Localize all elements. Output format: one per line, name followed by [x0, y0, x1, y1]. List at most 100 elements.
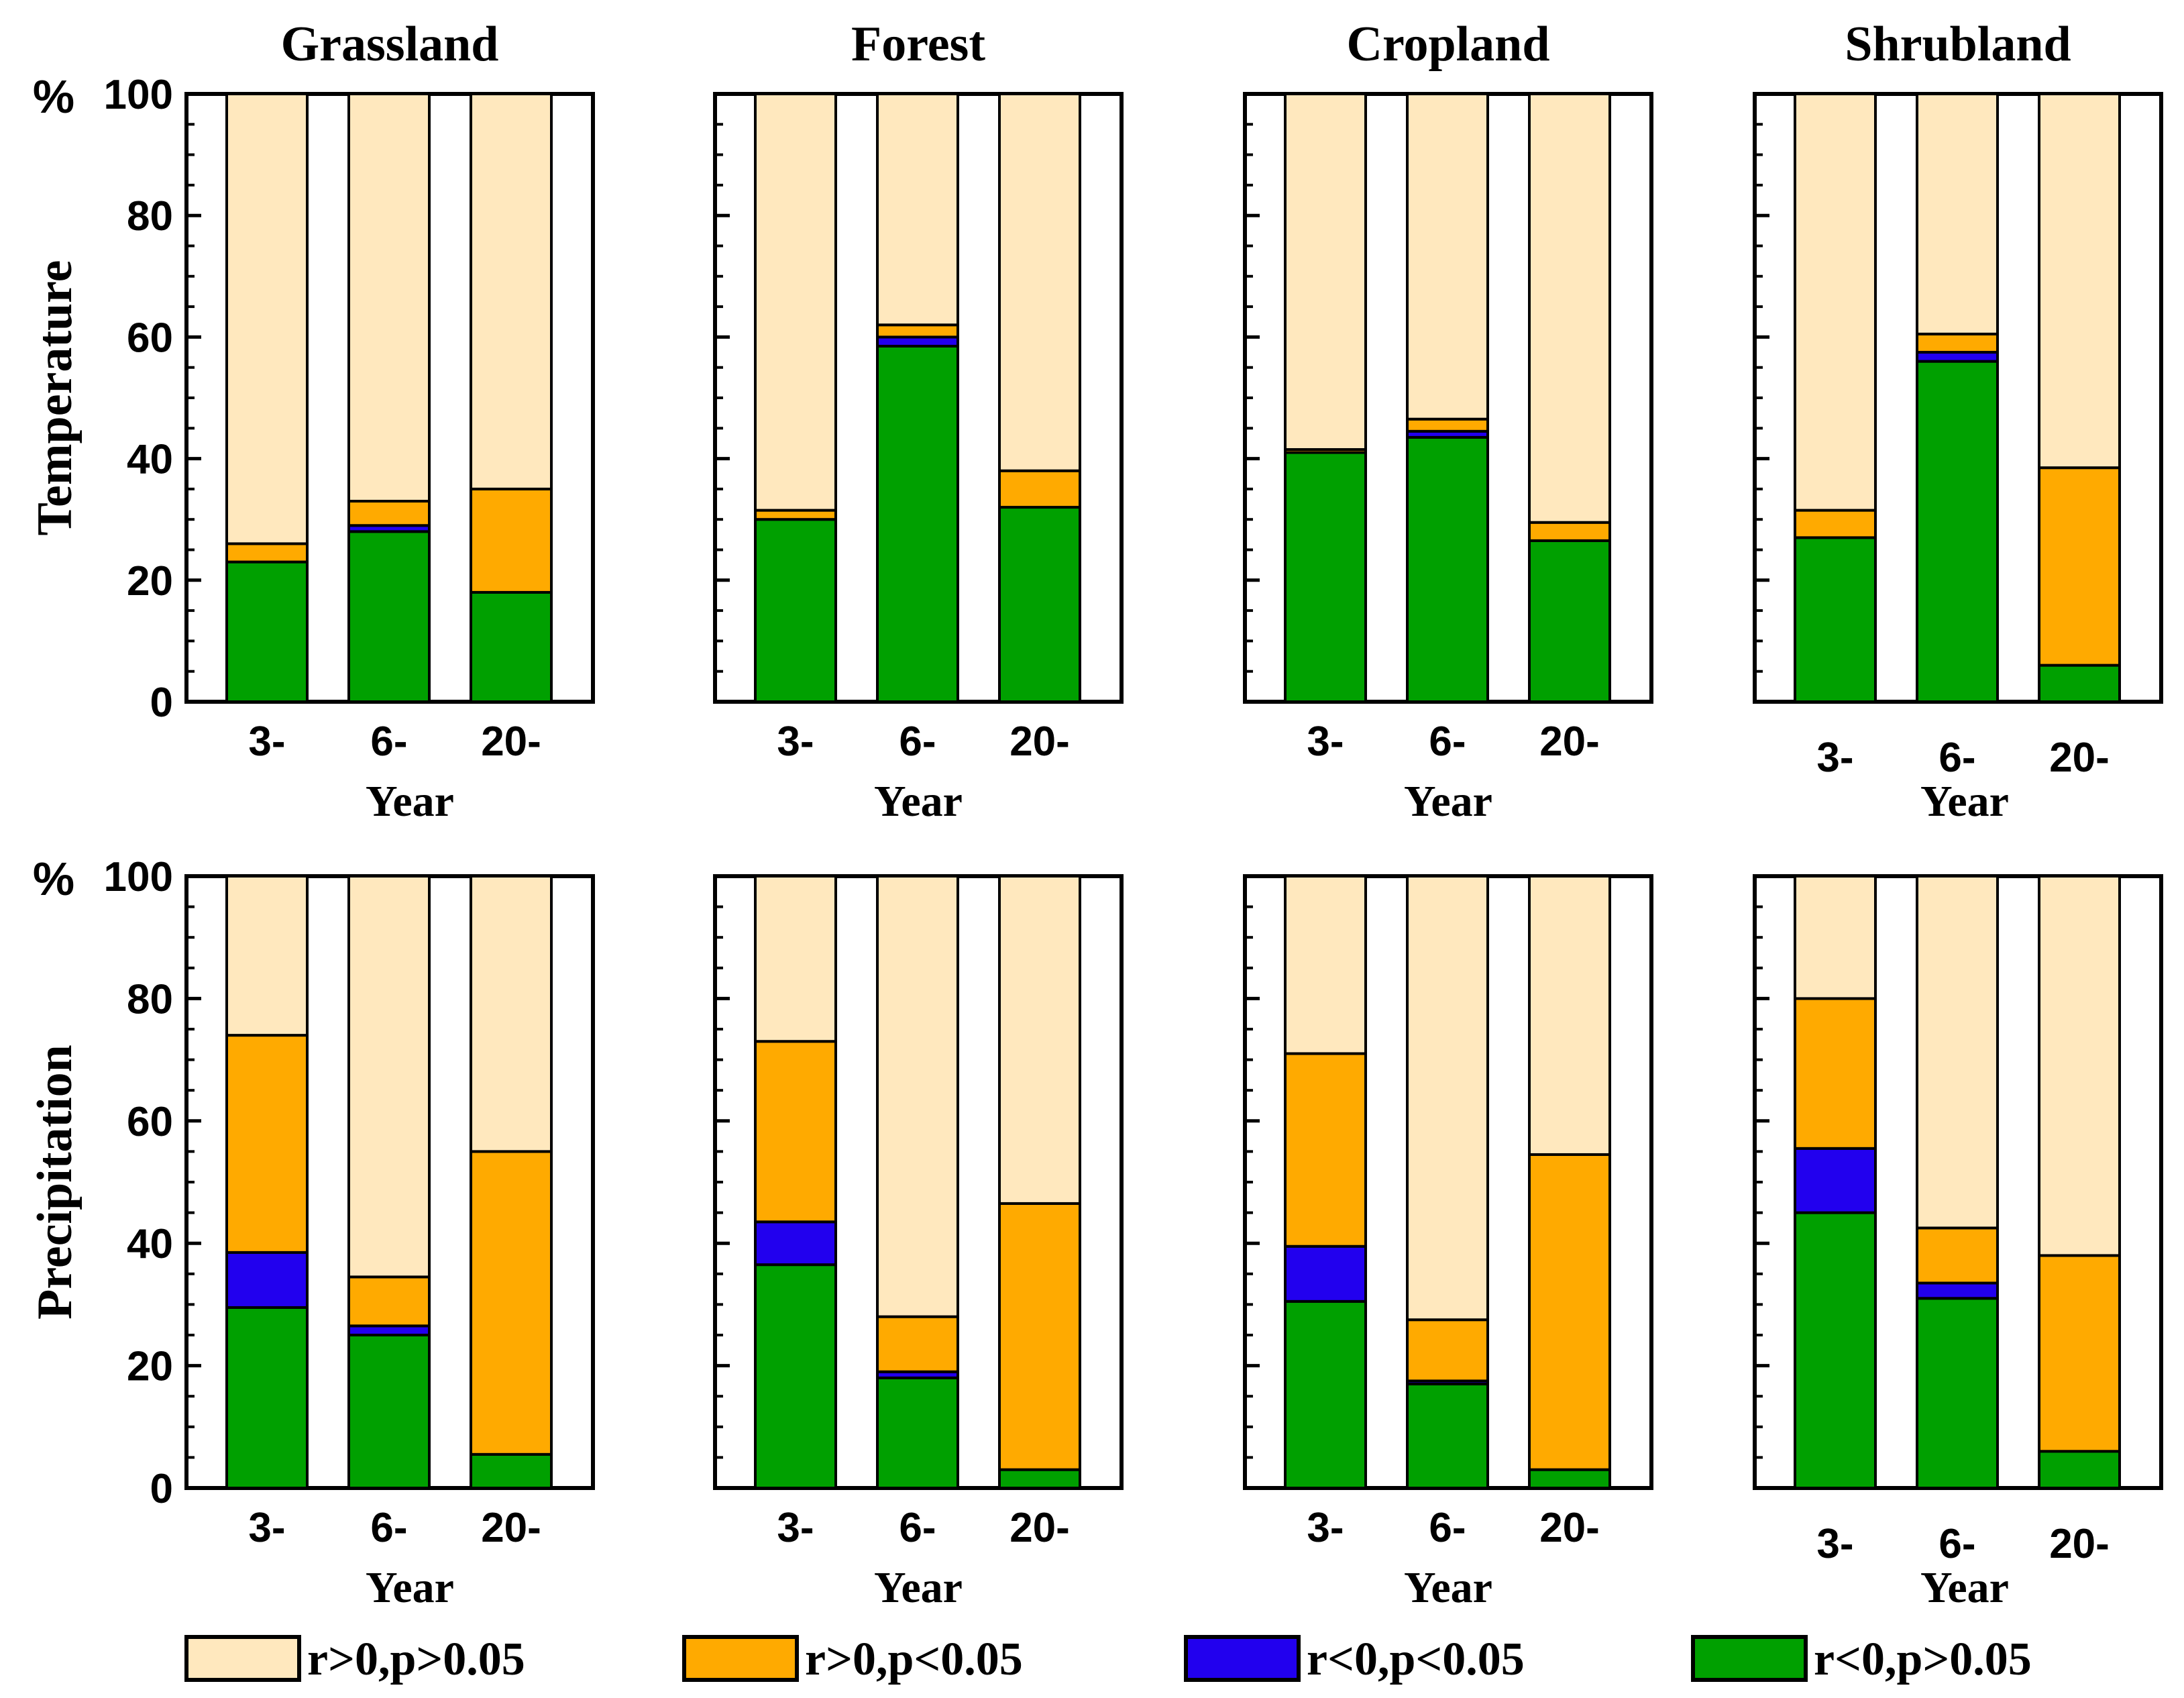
bar-segment: [347, 1334, 431, 1489]
legend-label: r>0,p<0.05: [805, 1634, 1023, 1685]
bar-segment: [1284, 875, 1367, 1055]
y-tick-label: 80: [127, 193, 173, 240]
bar-segment: [225, 1251, 309, 1309]
bar-segment: [1916, 1226, 1999, 1285]
x-tick-label: 3-: [1816, 735, 1853, 781]
bar-segment: [754, 93, 837, 512]
bar-segment: [1406, 1382, 1489, 1489]
bar-segment: [1916, 93, 1999, 335]
y-axis-label: Temperature: [28, 260, 83, 535]
bar-segment: [1794, 875, 1877, 1000]
y-tick-label: 20: [127, 1344, 173, 1390]
bar-segment: [470, 1150, 553, 1456]
bar-segment: [1794, 536, 1877, 703]
bar-segment: [1528, 521, 1611, 542]
x-tick-label: 6-: [370, 1505, 407, 1551]
bar-segment: [1284, 451, 1367, 703]
y-tick-label: 100: [104, 72, 173, 118]
legend-swatch: [1184, 1635, 1301, 1682]
y-axis-label: Precipitation: [28, 1045, 83, 1320]
bar-segment: [876, 1315, 959, 1373]
bar-segment: [998, 1468, 1081, 1489]
panel-title: Shrubland: [1845, 17, 2071, 72]
y-tick-label: 0: [150, 680, 173, 726]
bar-segment: [754, 1220, 837, 1267]
bar-segment: [225, 542, 309, 564]
x-tick-label: 3-: [777, 1505, 814, 1551]
bar-segment: [998, 875, 1081, 1205]
x-axis-label: Year: [1404, 777, 1492, 826]
bar-segment: [1528, 1468, 1611, 1489]
bar-segment: [1284, 1299, 1367, 1489]
bar-segment: [876, 1376, 959, 1490]
x-tick-label: 6-: [1939, 1521, 1975, 1567]
bar-segment: [998, 1202, 1081, 1471]
y-tick-label: 20: [127, 558, 173, 604]
x-tick-label: 20-: [1009, 1505, 1070, 1551]
bar-segment: [347, 530, 431, 703]
bar-segment: [754, 509, 837, 521]
bar-segment: [347, 1275, 431, 1328]
bar-segment: [754, 875, 837, 1043]
x-tick-label: 3-: [1307, 1505, 1344, 1551]
legend-label: r>0,p>0.05: [307, 1634, 525, 1685]
x-tick-label: 20-: [481, 1505, 541, 1551]
percent-symbol: %: [33, 70, 74, 123]
bar-segment: [998, 93, 1081, 472]
bar-segment: [1406, 417, 1489, 433]
panel-title: Cropland: [1347, 17, 1550, 72]
bar-segment: [1284, 1244, 1367, 1303]
panel-title: Forest: [851, 17, 985, 72]
bar-segment: [1916, 351, 1999, 363]
bar-segment: [1406, 1318, 1489, 1383]
bar-segment: [1794, 1211, 1877, 1489]
bar-segment: [470, 93, 553, 490]
x-axis-label: Year: [1920, 777, 2009, 826]
bar-segment: [1916, 332, 1999, 354]
x-tick-label: 6-: [899, 719, 936, 765]
bar-segment: [470, 590, 553, 703]
x-axis-label: Year: [1920, 1563, 2009, 1612]
y-tick-label: 60: [127, 1099, 173, 1145]
bar-segment: [225, 1034, 309, 1254]
panel-title: Grassland: [281, 17, 499, 72]
bar-segment: [1916, 875, 1999, 1230]
bar-segment: [2038, 466, 2121, 667]
bar-segment: [1528, 539, 1611, 703]
bar-segment: [1794, 997, 1877, 1150]
bar-segment: [347, 1324, 431, 1336]
legend-swatch: [682, 1635, 799, 1682]
x-tick-label: 3-: [248, 719, 285, 765]
bar-segment: [1916, 1281, 1999, 1300]
bar-segment: [754, 518, 837, 703]
bar-segment: [347, 93, 431, 503]
bar-segment: [754, 1263, 837, 1489]
bar-segment: [225, 1306, 309, 1489]
x-tick-label: 6-: [899, 1505, 936, 1551]
x-tick-label: 3-: [1816, 1521, 1853, 1567]
bar-segment: [876, 335, 959, 348]
y-tick-label: 40: [127, 1221, 173, 1267]
bar-segment: [2038, 664, 2121, 704]
bar-segment: [347, 500, 431, 527]
y-tick-label: 40: [127, 437, 173, 483]
x-tick-label: 3-: [1307, 719, 1344, 765]
bar-segment: [754, 1040, 837, 1224]
bar-segment: [2038, 1450, 2121, 1490]
bar-segment: [998, 469, 1081, 509]
bar-segment: [876, 344, 959, 703]
bar-segment: [1528, 1153, 1611, 1471]
x-tick-label: 6-: [1429, 719, 1466, 765]
bar-segment: [998, 506, 1081, 704]
bar-segment: [876, 93, 959, 327]
bar-segment: [1794, 509, 1877, 539]
bar-segment: [470, 487, 553, 594]
percent-symbol: %: [33, 853, 74, 905]
bar-segment: [1406, 875, 1489, 1322]
x-tick-label: 20-: [2049, 735, 2110, 781]
bar-segment: [1406, 93, 1489, 421]
bar-segment: [1794, 1147, 1877, 1214]
y-tick-label: 60: [127, 315, 173, 361]
x-tick-label: 20-: [2049, 1521, 2110, 1567]
bar-segment: [225, 875, 309, 1037]
